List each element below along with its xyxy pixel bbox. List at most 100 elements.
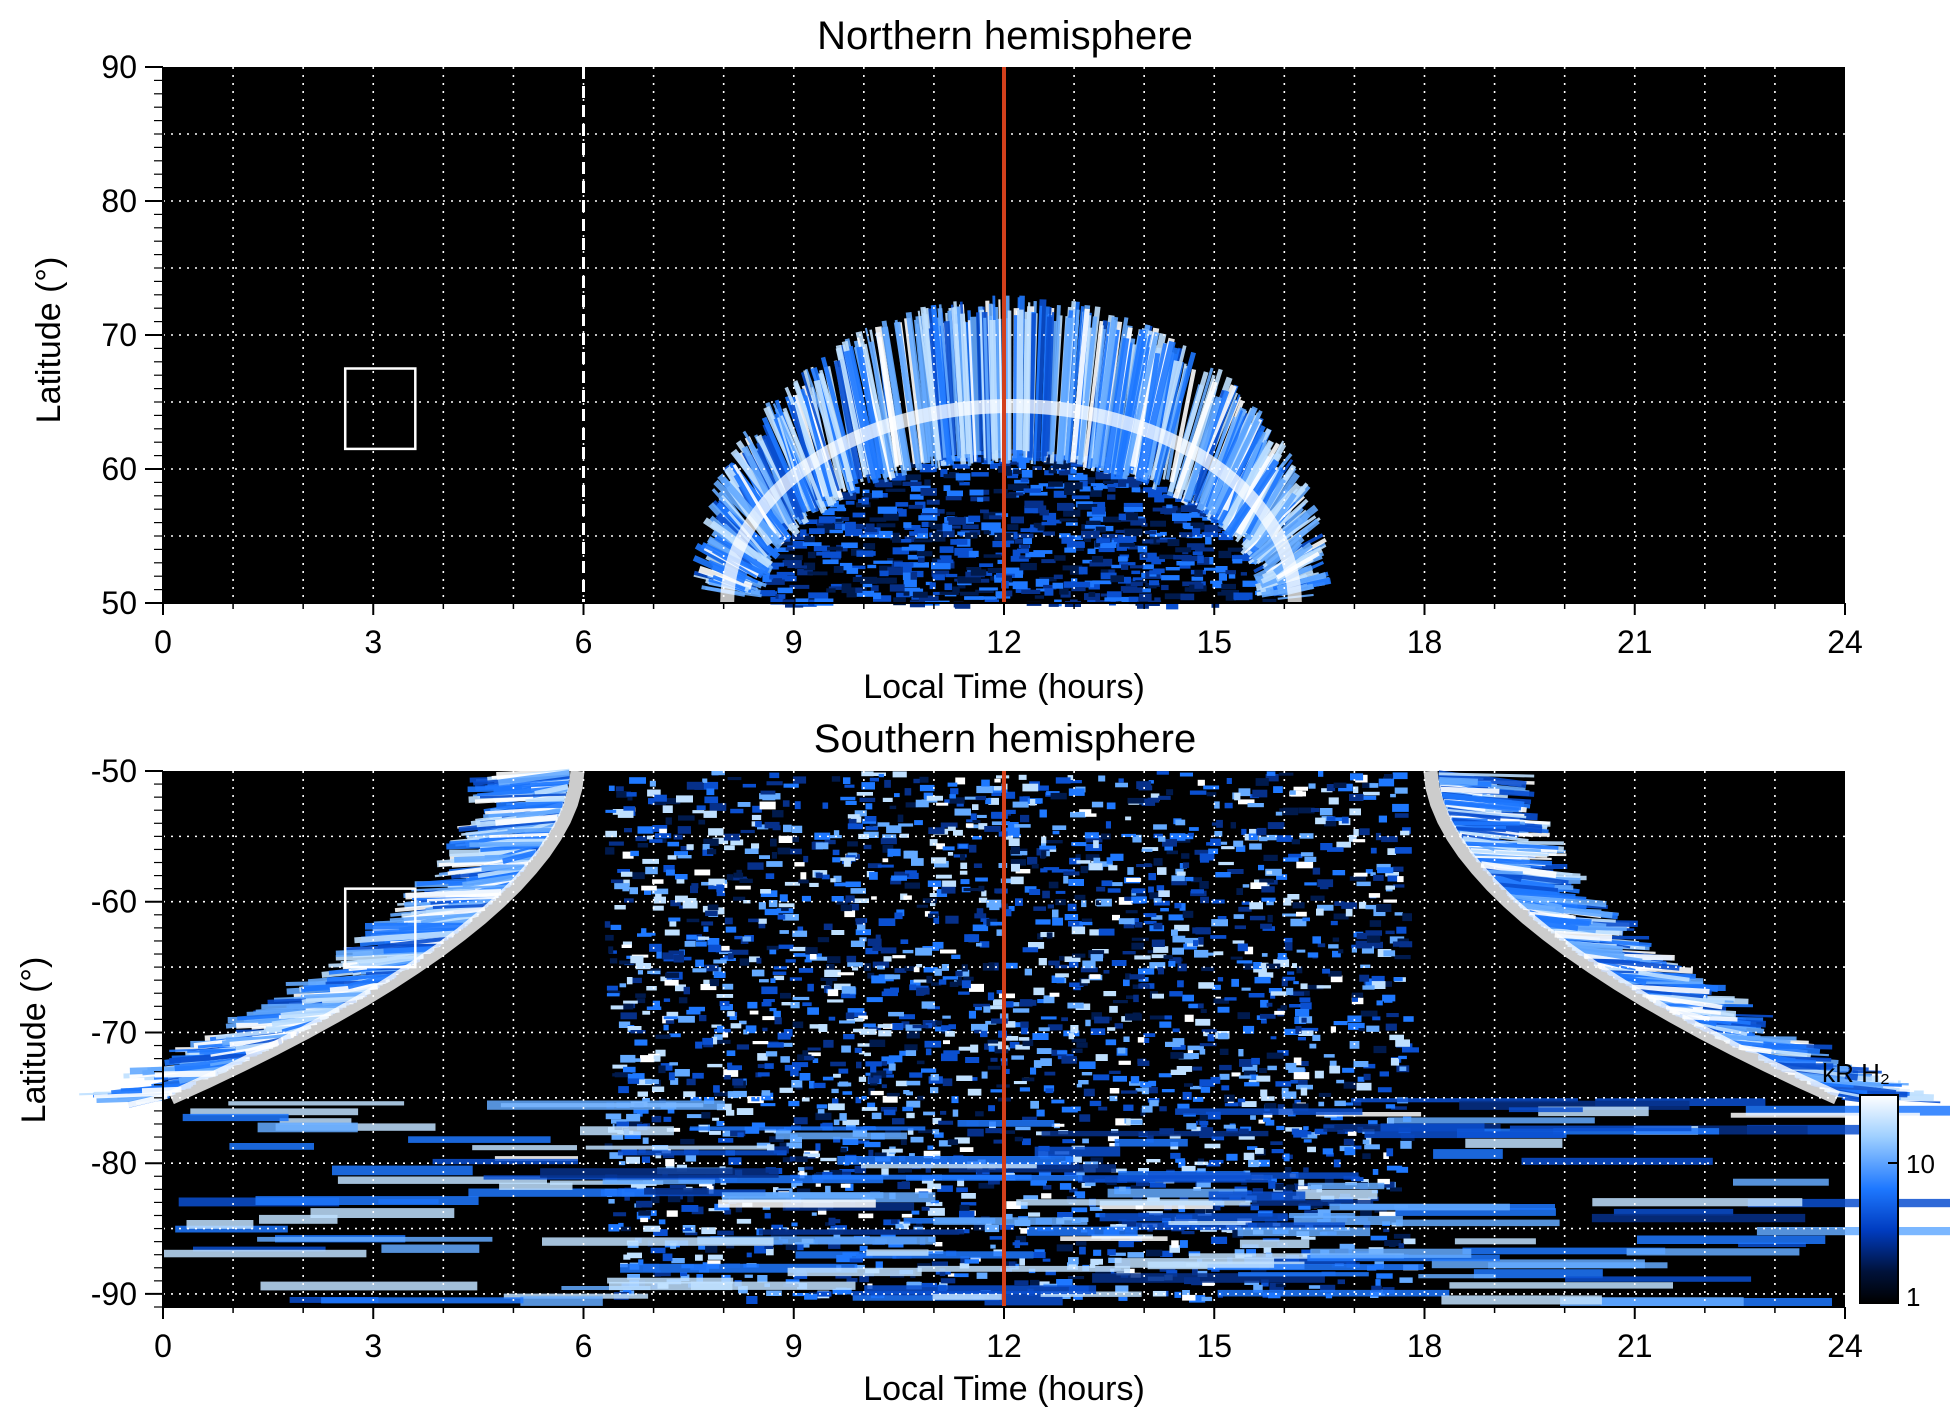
- emission-cell: [1291, 839, 1300, 845]
- emission-cell: [1373, 1045, 1387, 1054]
- emission-cell: [854, 1165, 867, 1174]
- emission-streak: [761, 416, 808, 514]
- emission-cell: [953, 829, 963, 836]
- emission-cell: [752, 1041, 769, 1045]
- emission-cell: [1121, 1090, 1138, 1094]
- emission-cell: [1275, 1283, 1286, 1288]
- emission-cell: [640, 1055, 655, 1063]
- emission-cell: [1247, 1146, 1258, 1150]
- emission-cell: [981, 1071, 988, 1079]
- emission-cell: [870, 585, 879, 592]
- emission-cell: [653, 1229, 668, 1236]
- emission-streak: [1169, 368, 1197, 483]
- emission-cell: [888, 1243, 904, 1248]
- emission-cell: [611, 1134, 624, 1140]
- emission-streak: [1456, 826, 1506, 833]
- emission-cell: [1359, 828, 1370, 836]
- emission-cell: [542, 1237, 774, 1246]
- emission-cell: [1113, 1000, 1128, 1004]
- emission-cell: [830, 583, 845, 589]
- emission-cell: [873, 1075, 882, 1079]
- emission-cell: [1211, 1236, 1228, 1244]
- emission-cell: [626, 1113, 641, 1122]
- emission-cell: [468, 1188, 656, 1197]
- emission-cell: [880, 1107, 898, 1112]
- emission-cell: [1127, 545, 1139, 550]
- emission-cell: [1418, 1274, 1496, 1279]
- emission-cell: [863, 844, 872, 850]
- emission-cell: [1316, 985, 1331, 989]
- emission-cell: [798, 968, 814, 973]
- emission-cell: [1131, 570, 1141, 575]
- emission-cell: [1056, 1244, 1073, 1252]
- emission-cell: [1371, 981, 1386, 989]
- emission-cell: [851, 1011, 867, 1018]
- emission-cell: [900, 939, 909, 944]
- emission-cell: [1224, 997, 1237, 1001]
- emission-cell: [1400, 830, 1410, 836]
- emission-streak: [998, 299, 1003, 462]
- emission-cell: [669, 1033, 681, 1038]
- emission-cell: [925, 1023, 933, 1029]
- emission-cell: [1365, 869, 1373, 874]
- emission-cell: [616, 791, 631, 798]
- emission-cell: [1048, 960, 1060, 966]
- emission-cell: [931, 857, 947, 864]
- emission-cell: [1270, 993, 1276, 999]
- emission-cell: [1084, 813, 1097, 817]
- emission-cell: [1211, 1205, 1221, 1211]
- emission-cell: [794, 862, 805, 867]
- emission-cell: [686, 935, 697, 940]
- emission-cell: [1148, 873, 1156, 881]
- emission-cell: [623, 1254, 631, 1260]
- emission-cell: [1165, 567, 1180, 571]
- emission-cell: [955, 777, 966, 785]
- emission-cell: [1376, 863, 1391, 871]
- emission-cell: [1295, 1026, 1302, 1034]
- emission-cell: [662, 952, 674, 960]
- emission-cell: [718, 1199, 876, 1208]
- emission-cell: [959, 1210, 975, 1219]
- emission-cell: [720, 958, 736, 961]
- emission-cell: [804, 1055, 815, 1060]
- emission-cell: [763, 999, 775, 1003]
- emission-cell: [1117, 1047, 1126, 1054]
- emission-cell: [1237, 1227, 1371, 1237]
- emission-cell: [1312, 867, 1321, 875]
- emission-cell: [887, 848, 901, 857]
- emission-cell: [704, 964, 719, 972]
- emission-cell: [1289, 1004, 1300, 1008]
- emission-cell: [1066, 869, 1075, 874]
- emission-cell: [733, 1090, 747, 1098]
- emission-cell: [644, 1188, 709, 1195]
- emission-cell: [1198, 937, 1204, 945]
- emission-cell: [1384, 774, 1394, 779]
- emission-streak: [1506, 889, 1560, 896]
- emission-cell: [1193, 940, 1198, 947]
- emission-cell: [1356, 1082, 1372, 1091]
- emission-streak: [803, 395, 833, 497]
- emission-cell: [852, 1295, 1000, 1301]
- emission-cell: [1253, 1284, 1263, 1293]
- emission-cell: [1141, 848, 1153, 852]
- emission-cell: [1095, 526, 1106, 533]
- emission-cell: [702, 778, 708, 783]
- emission-cell: [1139, 593, 1152, 601]
- emission-cell: [979, 941, 990, 948]
- emission-cell: [892, 537, 902, 543]
- emission-cell: [917, 1265, 1131, 1272]
- emission-cell: [966, 819, 974, 823]
- emission-cell: [1082, 960, 1096, 969]
- emission-cell: [1362, 1139, 1370, 1145]
- emission-cell: [1118, 513, 1131, 520]
- emission-cell: [1267, 1178, 1277, 1183]
- emission-cell: [1123, 476, 1142, 485]
- emission-streak: [93, 1091, 173, 1099]
- emission-streak: [495, 814, 558, 826]
- emission-cell: [877, 965, 885, 970]
- emission-cell: [836, 1255, 852, 1263]
- emission-cell: [1333, 782, 1347, 788]
- emission-cell: [769, 772, 780, 779]
- emission-cell: [1153, 824, 1167, 830]
- emission-cell: [951, 1096, 959, 1104]
